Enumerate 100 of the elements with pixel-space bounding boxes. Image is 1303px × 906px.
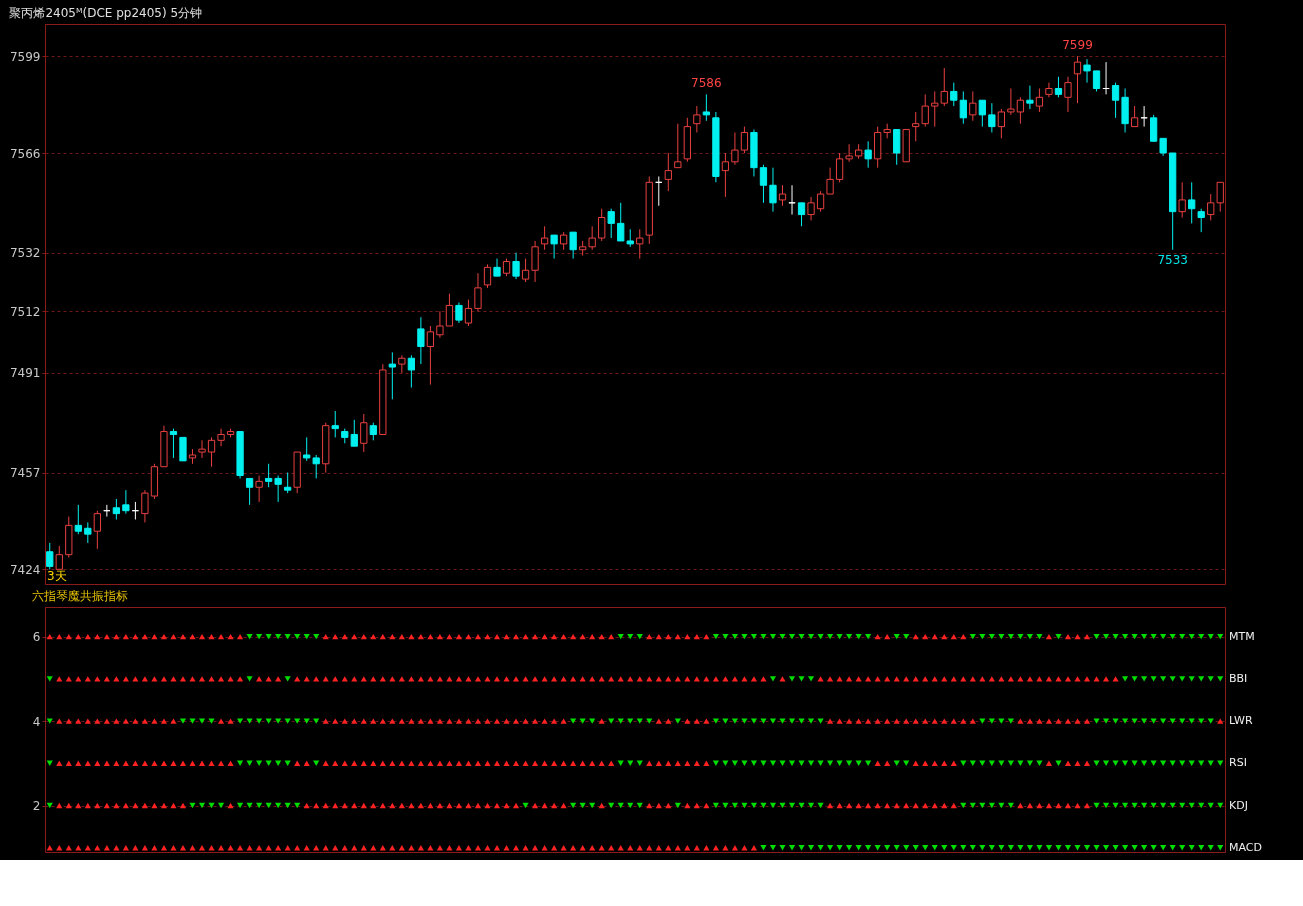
candlestick (1007, 88, 1015, 116)
candlestick (721, 152, 730, 198)
candlestick (1045, 82, 1053, 98)
candlestick (398, 354, 406, 374)
y-tick-label: 4 (32, 714, 41, 729)
series-label: MTM (1229, 629, 1255, 643)
y-tick-label: 7457 (9, 466, 41, 481)
candlestick (312, 454, 320, 479)
candlestick (664, 152, 672, 192)
candlestick (207, 436, 216, 468)
candlestick (426, 325, 435, 386)
candlestick (360, 413, 368, 453)
candlestick (455, 302, 463, 324)
candlestick (769, 167, 777, 213)
candlestick (893, 129, 901, 166)
candlestick (1188, 181, 1196, 224)
candlestick (112, 498, 121, 520)
candlestick (1073, 55, 1082, 104)
candlestick (179, 436, 187, 462)
annotation: 3天 (47, 569, 67, 583)
series-label: BBI (1229, 671, 1248, 685)
candlestick (141, 489, 149, 523)
annotation: 7599 (1062, 38, 1093, 53)
candlestick (864, 140, 872, 169)
y-tick-label: 7424 (9, 562, 41, 577)
candlestick (950, 82, 958, 107)
candlestick (331, 410, 339, 438)
candlestick (988, 102, 996, 133)
candlestick (674, 123, 682, 169)
candlestick (264, 463, 273, 488)
candlestick (531, 240, 539, 283)
y-tick-label: 7512 (9, 304, 41, 319)
y-tick-label: 2 (32, 799, 41, 814)
candlestick (464, 299, 473, 327)
candlestick (845, 143, 853, 163)
candlestick (122, 489, 130, 515)
candlestick (388, 351, 396, 400)
candlestick (1064, 76, 1072, 113)
candlestick (702, 93, 711, 122)
candlestick (826, 167, 834, 195)
candlestick (607, 208, 615, 239)
candlestick (1149, 114, 1158, 142)
candlestick (797, 202, 806, 227)
candlestick (198, 439, 206, 459)
candlestick (407, 354, 416, 389)
candlestick (483, 263, 492, 289)
candlestick (169, 428, 178, 459)
candlestick (1035, 88, 1044, 113)
candlestick (84, 521, 92, 544)
y-tick-label: 7566 (9, 146, 41, 161)
chart-title: 聚丙烯2405ᴹ(DCE pp2405) 5分钟 (9, 6, 203, 20)
annotation: 7533 (1157, 252, 1188, 267)
y-tick-label: 7599 (9, 49, 41, 64)
candlestick (55, 545, 63, 570)
candlestick (807, 196, 815, 221)
candlestick (1026, 85, 1034, 110)
series-label: RSI (1229, 756, 1247, 770)
candlestick (598, 208, 606, 242)
y-tick-label: 7532 (9, 246, 41, 261)
candlestick (636, 228, 644, 260)
candlestick (245, 477, 254, 506)
candlestick (569, 231, 577, 260)
series-label: LWR (1229, 714, 1253, 728)
candlestick (969, 90, 977, 122)
candlestick (274, 475, 282, 503)
candlestick (835, 152, 844, 183)
candlestick (997, 108, 1006, 139)
candlestick (693, 105, 701, 133)
candlestick (1111, 82, 1120, 119)
candlestick (303, 436, 311, 462)
candlestick (512, 252, 520, 280)
candlestick (778, 184, 787, 207)
y-tick-label: 6 (32, 630, 41, 645)
annotation: 7586 (691, 76, 722, 91)
candlestick (1016, 96, 1025, 125)
candlestick (93, 510, 101, 550)
candlestick (474, 272, 482, 312)
candlestick (417, 316, 425, 365)
candlestick (540, 225, 549, 251)
candlestick (1178, 181, 1186, 219)
candlestick (759, 164, 768, 204)
candlestick (284, 472, 292, 494)
candlestick (550, 234, 558, 260)
candlestick (217, 428, 225, 447)
series-label: MACD (1229, 840, 1262, 854)
candlestick (255, 475, 263, 503)
candlestick (731, 131, 739, 166)
candlestick (588, 225, 596, 251)
candlestick (1092, 70, 1101, 92)
chart-title: 六指琴魔共振指标 (32, 589, 129, 603)
candlestick (1130, 105, 1139, 128)
candlestick (740, 126, 749, 154)
y-tick-label: 7491 (9, 366, 41, 381)
candlestick (816, 190, 825, 213)
candlestick (959, 90, 967, 125)
candlestick (445, 293, 454, 327)
series-label: KDJ (1229, 798, 1248, 812)
candlestick (436, 310, 444, 339)
candlestick (1197, 208, 1205, 233)
candlestick (74, 504, 82, 535)
